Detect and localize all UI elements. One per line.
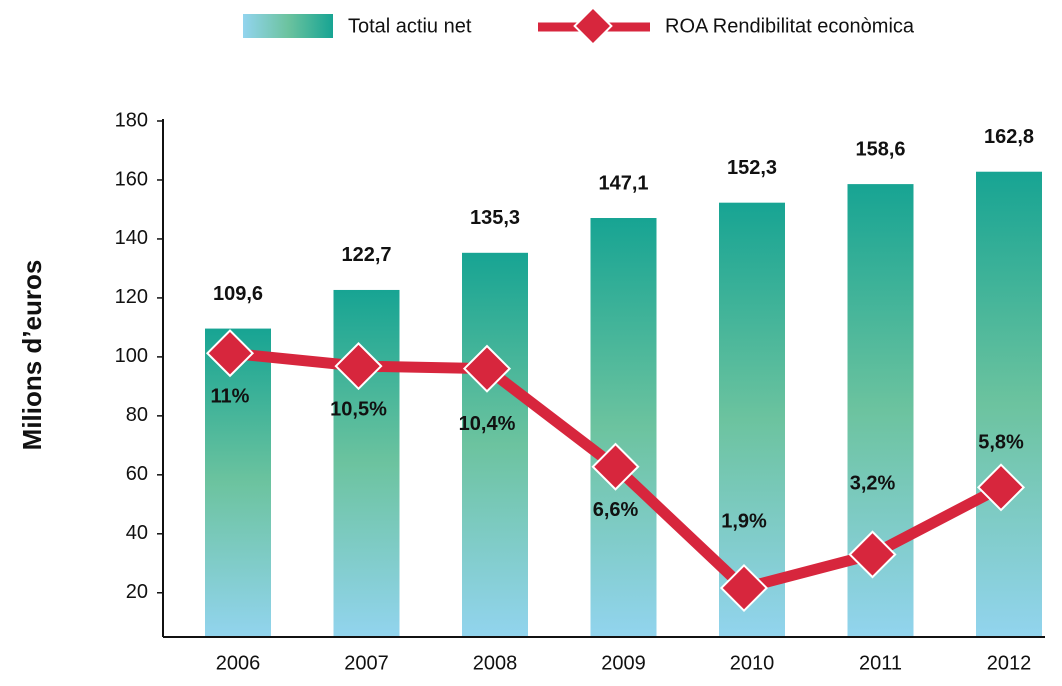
y-axis-label: Milions d’euros xyxy=(17,260,47,451)
y-tick-label: 80 xyxy=(126,404,148,426)
x-tick-label: 2009 xyxy=(601,652,646,674)
bar xyxy=(462,252,528,637)
legend-swatch xyxy=(243,14,333,38)
roa-marker xyxy=(334,342,383,391)
roa-value-label: 6,6% xyxy=(593,499,639,521)
roa-value-label: 11% xyxy=(211,385,250,407)
x-tick-label: 2007 xyxy=(344,652,389,674)
bar-value-label: 135,3 xyxy=(470,207,520,229)
roa-value-label: 3,2% xyxy=(850,473,896,495)
roa-marker xyxy=(976,463,1026,512)
y-tick-label: 100 xyxy=(115,345,148,367)
y-tick-label: 60 xyxy=(126,463,148,485)
bar xyxy=(590,218,657,637)
y-tick-label: 140 xyxy=(115,227,148,249)
roa-value-label: 10,5% xyxy=(330,398,387,420)
legend-label: ROA Rendibilitat econòmica xyxy=(665,15,915,37)
bar-value-label: 122,7 xyxy=(341,244,391,266)
x-tick-label: 2012 xyxy=(987,652,1032,674)
bar xyxy=(205,328,271,637)
bar-value-label: 109,6 xyxy=(213,283,263,305)
y-tick-label: 160 xyxy=(115,168,148,190)
x-tick-label: 2008 xyxy=(473,652,518,674)
bar xyxy=(976,171,1042,637)
bar-value-label: 152,3 xyxy=(727,157,777,179)
legend-swatch xyxy=(573,6,613,46)
x-tick-label: 2006 xyxy=(216,652,261,674)
roa-marker xyxy=(848,530,897,579)
roa-marker xyxy=(205,329,255,378)
bar xyxy=(719,202,785,638)
bar-value-label: 147,1 xyxy=(598,172,648,194)
roa-value-label: 5,8% xyxy=(978,432,1024,454)
legend-label: Total actiu net xyxy=(348,15,472,37)
bar-value-label: 162,8 xyxy=(984,126,1034,148)
y-tick-label: 40 xyxy=(126,522,148,544)
roa-marker xyxy=(591,442,640,491)
x-tick-label: 2011 xyxy=(859,652,902,674)
y-tick-label: 20 xyxy=(126,581,148,603)
bar-value-label: 158,6 xyxy=(855,138,905,160)
x-tick-label: 2010 xyxy=(730,652,775,674)
y-tick-label: 120 xyxy=(115,286,148,308)
roa-value-label: 1,9% xyxy=(721,510,767,532)
bar xyxy=(333,289,400,637)
roa-marker xyxy=(719,563,769,613)
roa-marker xyxy=(462,344,512,393)
y-tick-label: 180 xyxy=(115,109,148,131)
roa-value-label: 10,4% xyxy=(459,413,516,435)
